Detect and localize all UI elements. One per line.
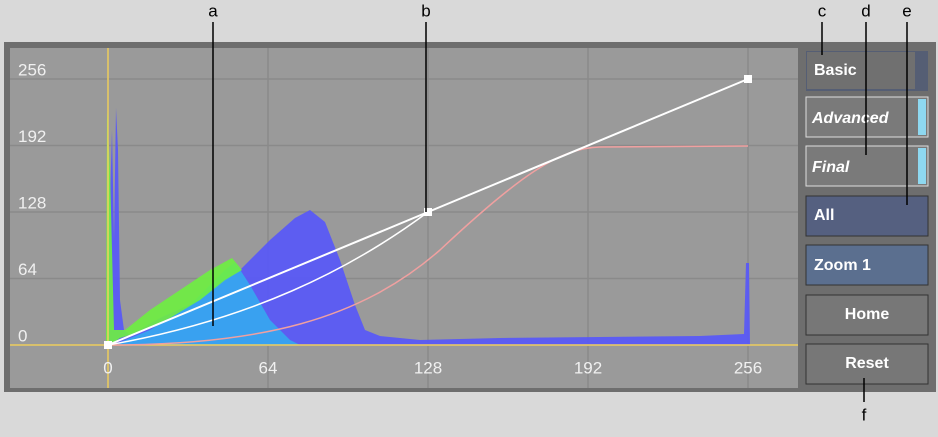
y-tick-label: 192 <box>18 127 46 146</box>
control-point[interactable] <box>424 208 432 216</box>
button-reset[interactable] <box>805 343 929 385</box>
button-basic-face <box>807 52 915 89</box>
button-zoom[interactable] <box>805 244 929 286</box>
histogram-blue <box>108 108 750 345</box>
control-point[interactable] <box>744 75 752 83</box>
annotation: b <box>421 1 430 20</box>
button-label: Final <box>812 159 850 176</box>
callout-lines <box>212 22 908 402</box>
x-tick-label: 256 <box>734 358 762 377</box>
indicator <box>918 148 926 184</box>
annotation: e <box>902 1 911 20</box>
control-point[interactable] <box>104 341 112 349</box>
x-tick-label: 192 <box>574 358 602 377</box>
indicator <box>918 99 926 135</box>
x-tick-label: 128 <box>414 358 442 377</box>
histogram-green <box>106 110 242 345</box>
y-tick-label: 128 <box>18 193 46 212</box>
y-tick-label: 64 <box>18 260 37 279</box>
y-tick-label: 256 <box>18 60 46 79</box>
button-label: All <box>814 207 834 224</box>
annotation: c <box>818 1 827 20</box>
x-tick-label: 64 <box>259 358 278 377</box>
annotation: d <box>861 1 870 20</box>
y-tick-label: 0 <box>18 326 27 345</box>
button-label: Reset <box>845 355 889 372</box>
button-home[interactable] <box>805 294 929 336</box>
annotation: f <box>862 405 867 424</box>
button-label: Basic <box>814 62 857 79</box>
button-label: Zoom 1 <box>814 257 871 274</box>
buttons: Basic Advanced Final All Zoom 1 Home Res… <box>805 51 929 385</box>
curve-lower <box>107 211 429 346</box>
annotation: a <box>208 1 218 20</box>
x-tick-label: 0 <box>103 358 112 377</box>
button-label: Advanced <box>811 110 890 127</box>
button-label: Home <box>845 306 890 323</box>
tick-labels: 0 64 128 192 256 0 64 128 192 256 <box>18 60 762 377</box>
